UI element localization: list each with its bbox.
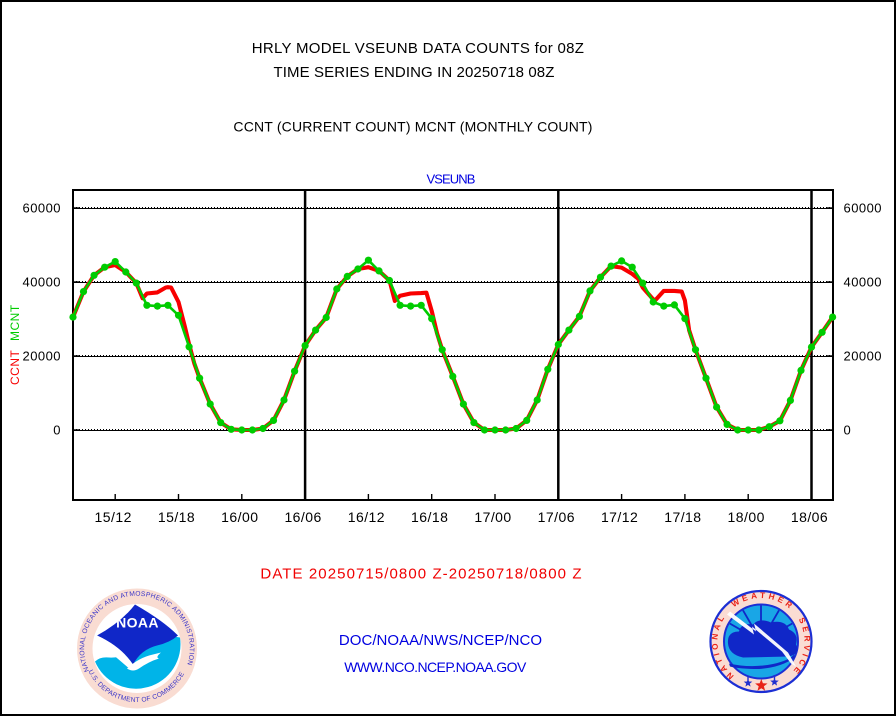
svg-text:15/18: 15/18 — [158, 509, 195, 525]
svg-text:CCNT: CCNT — [8, 350, 22, 385]
svg-text:17/18: 17/18 — [664, 509, 701, 525]
svg-text:17/06: 17/06 — [538, 509, 575, 525]
svg-text:20000: 20000 — [23, 349, 61, 364]
svg-text:18/00: 18/00 — [728, 509, 765, 525]
svg-text:17/00: 17/00 — [474, 509, 511, 525]
svg-text:40000: 40000 — [844, 275, 882, 290]
svg-text:MCNT: MCNT — [8, 304, 22, 341]
svg-text:DOC/NOAA/NWS/NCEP/NCO: DOC/NOAA/NWS/NCEP/NCO — [339, 632, 542, 649]
svg-text:DATE 20250715/0800 Z-20250718/: DATE 20250715/0800 Z-20250718/0800 Z — [260, 566, 582, 583]
svg-text:15/12: 15/12 — [95, 509, 132, 525]
svg-text:TIME SERIES ENDING IN 20250718: TIME SERIES ENDING IN 20250718 08Z — [273, 64, 554, 81]
svg-text:16/18: 16/18 — [411, 509, 448, 525]
svg-text:40000: 40000 — [23, 275, 61, 290]
svg-text:20000: 20000 — [844, 349, 882, 364]
svg-text:0: 0 — [844, 423, 852, 438]
svg-text:18/06: 18/06 — [791, 509, 828, 525]
svg-text:0: 0 — [53, 423, 61, 438]
svg-text:NOAA: NOAA — [116, 615, 159, 631]
svg-text:16/06: 16/06 — [284, 509, 321, 525]
svg-text:HRLY MODEL VSEUNB DATA COUNTS: HRLY MODEL VSEUNB DATA COUNTS for 08Z — [252, 40, 584, 57]
svg-text:17/12: 17/12 — [601, 509, 638, 525]
svg-text:60000: 60000 — [23, 201, 61, 216]
svg-text:60000: 60000 — [844, 201, 882, 216]
svg-text:16/12: 16/12 — [348, 509, 385, 525]
svg-text:16/00: 16/00 — [221, 509, 258, 525]
svg-text:CCNT (CURRENT COUNT) MCNT (MON: CCNT (CURRENT COUNT) MCNT (MONTHLY COUNT… — [233, 119, 592, 135]
svg-text:VSEUNB: VSEUNB — [426, 172, 474, 187]
svg-text:WWW.NCO.NCEP.NOAA.GOV: WWW.NCO.NCEP.NOAA.GOV — [344, 659, 527, 675]
